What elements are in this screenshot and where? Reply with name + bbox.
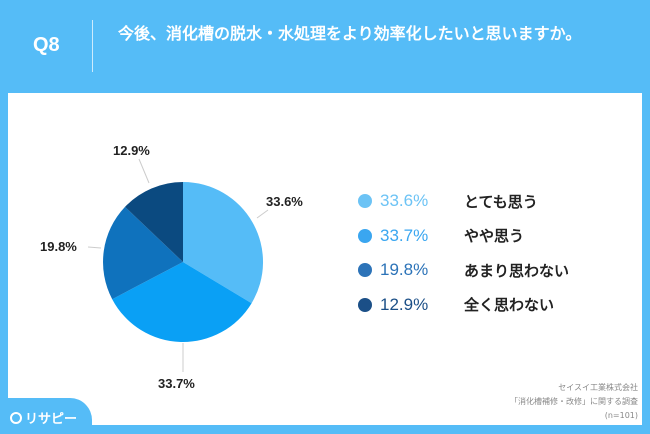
pie-chart — [87, 158, 269, 372]
pin-icon — [10, 411, 22, 424]
legend-dot-icon — [358, 228, 372, 243]
legend-label: 全く思わない — [464, 296, 555, 315]
slice-amari-omowanai — [103, 206, 183, 300]
source-sample-size: (n=101) — [604, 411, 638, 420]
leader-line — [138, 158, 150, 184]
legend-pct: 19.8% — [380, 260, 429, 280]
slice-label-1: 33.6% — [266, 194, 303, 209]
source-note: セイスイ工業株式会社 「消化槽補修・改修」に関する調査 (n=101) — [510, 381, 638, 423]
legend: 33.6% とても思う 33.7% やや思う 19.8% あまり思わない 12.… — [358, 184, 569, 322]
legend-item: 33.6% とても思う — [358, 184, 569, 219]
question-number: Q8 — [33, 34, 60, 56]
slice-mattaku-omowanai — [125, 182, 183, 262]
legend-item: 33.7% やや思う — [358, 219, 569, 254]
slice-label-3: 19.8% — [40, 239, 77, 254]
leader-line — [87, 246, 102, 249]
header: Q8 今後、消化槽の脱水・水処理をより効率化したいと思いますか。 — [0, 0, 650, 93]
legend-label: やや思う — [464, 227, 525, 246]
slice-totemo-omou — [183, 182, 264, 304]
legend-dot-icon — [358, 263, 372, 278]
legend-label: とても思う — [464, 192, 538, 211]
legend-item: 12.9% 全く思わない — [358, 288, 569, 323]
legend-item: 19.8% あまり思わない — [358, 253, 569, 288]
legend-pct: 33.6% — [380, 191, 429, 211]
legend-pct: 33.7% — [380, 225, 429, 245]
header-divider — [92, 20, 93, 72]
question-title: 今後、消化槽の脱水・水処理をより効率化したいと思いますか。 — [118, 24, 582, 43]
legend-dot-icon — [358, 297, 372, 312]
leader-line — [256, 209, 269, 219]
slice-label-4: 12.9% — [113, 143, 150, 158]
slice-yaya-omou — [112, 262, 252, 342]
source-survey: 「消化槽補修・改修」に関する調査 — [510, 397, 638, 406]
legend-dot-icon — [358, 194, 372, 209]
source-company: セイスイ工業株式会社 — [558, 383, 638, 392]
logo: リサピー — [10, 408, 77, 427]
logo-text: リサピー — [25, 412, 78, 427]
legend-pct: 12.9% — [380, 294, 429, 314]
legend-label: あまり思わない — [464, 261, 570, 280]
slice-label-2: 33.7% — [158, 376, 195, 391]
chart-card — [8, 93, 642, 425]
